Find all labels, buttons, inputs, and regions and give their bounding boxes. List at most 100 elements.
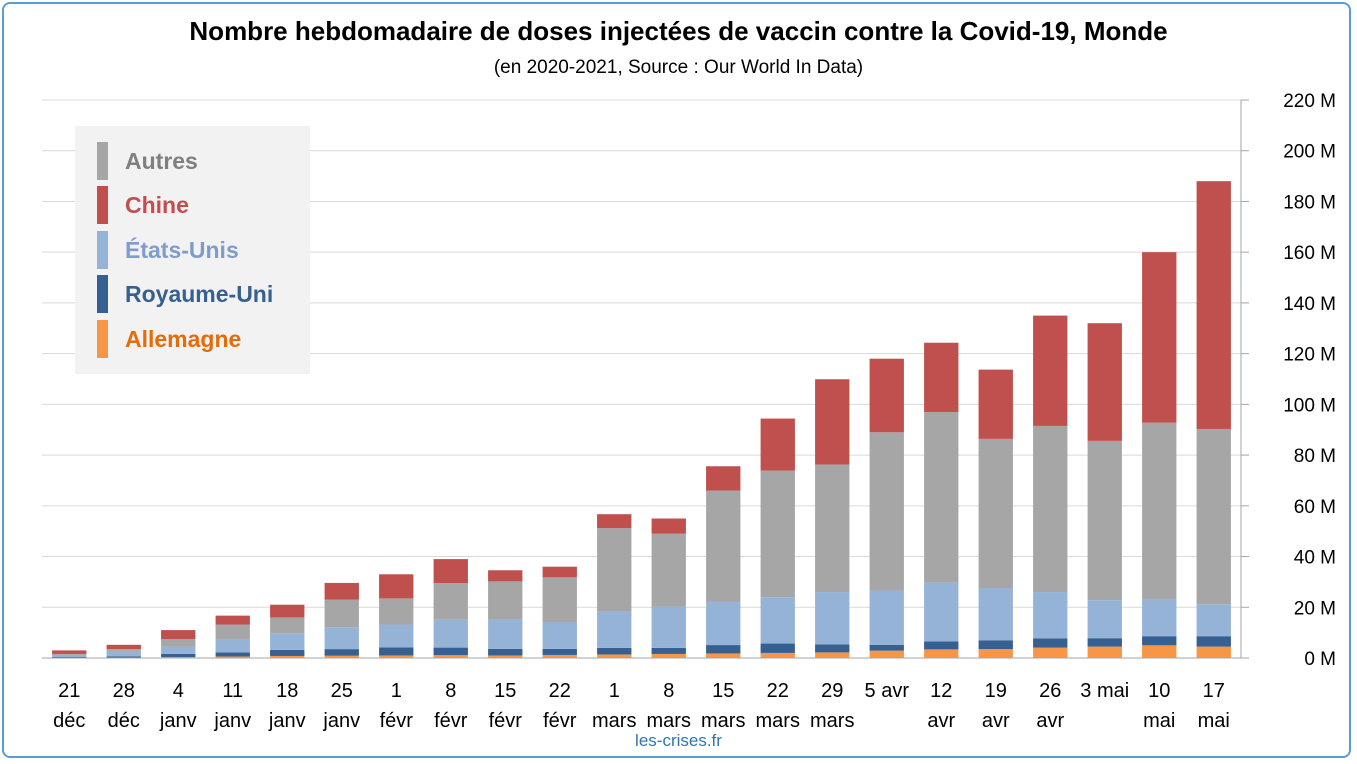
x-tick-label: 28 bbox=[113, 680, 135, 702]
y-tick-label: 80 M bbox=[1294, 446, 1336, 467]
bar-segment-états-unis bbox=[1196, 604, 1231, 637]
bar-segment-royaume-uni bbox=[924, 641, 959, 650]
bar-segment-autres bbox=[1196, 428, 1231, 605]
x-tick-label: 22 bbox=[549, 680, 571, 702]
bar-segment-royaume-uni bbox=[433, 647, 468, 656]
bar-segment-allemagne bbox=[215, 656, 250, 658]
source-credit: les-crises.fr bbox=[635, 731, 722, 750]
x-tick-label: 19 bbox=[985, 680, 1007, 702]
bar-segment-états-unis bbox=[1033, 592, 1068, 639]
bar-segment-états-unis bbox=[52, 654, 87, 657]
bar-segment-royaume-uni bbox=[542, 648, 577, 655]
bar-segment-chine bbox=[324, 582, 359, 600]
bar-segment-chine bbox=[924, 342, 959, 412]
bar-segment-royaume-uni bbox=[706, 645, 741, 654]
bar-segment-autres bbox=[433, 583, 468, 620]
x-tick-label: avr bbox=[927, 710, 955, 732]
bar-segment-royaume-uni bbox=[215, 652, 250, 657]
legend-swatch-allemagne bbox=[97, 320, 108, 358]
bar-segment-autres bbox=[324, 599, 359, 628]
bar-segment-autres bbox=[597, 528, 632, 612]
x-tick-label: mars bbox=[647, 710, 691, 732]
x-tick-label: févr bbox=[434, 710, 468, 732]
bar-segment-allemagne bbox=[270, 655, 305, 658]
bar-segment-autres bbox=[815, 464, 850, 593]
chart-title: Nombre hebdomadaire de doses injectées d… bbox=[189, 16, 1168, 46]
bar-segment-chine bbox=[488, 570, 523, 582]
bar-segment-chine bbox=[215, 615, 250, 625]
bar-segment-autres bbox=[270, 617, 305, 634]
x-tick-label: mars bbox=[592, 710, 636, 732]
bar-segment-états-unis bbox=[215, 639, 250, 653]
bar-segment-chine bbox=[1087, 323, 1122, 441]
x-tick-label: avr bbox=[1036, 710, 1064, 732]
x-tick-label: 26 bbox=[1039, 680, 1061, 702]
bar-segment-états-unis bbox=[597, 611, 632, 648]
bar-segment-chine bbox=[270, 604, 305, 618]
bar-segment-autres bbox=[161, 638, 196, 647]
x-tick-label: 1 bbox=[391, 680, 402, 702]
bar-segment-chine bbox=[815, 379, 850, 465]
x-tick-label: 18 bbox=[276, 680, 298, 702]
legend-swatch-autres bbox=[97, 142, 108, 180]
y-tick-label: 0 M bbox=[1304, 649, 1336, 670]
legend-label-royaume-uni: Royaume-Uni bbox=[125, 281, 274, 307]
bar-segment-allemagne bbox=[978, 649, 1013, 658]
bar-segment-allemagne bbox=[161, 656, 196, 658]
bar-segment-allemagne bbox=[869, 650, 904, 658]
y-tick-label: 100 M bbox=[1283, 395, 1336, 416]
x-tick-label: 8 bbox=[663, 680, 674, 702]
y-tick-label: 140 M bbox=[1283, 294, 1336, 315]
bar-segment-chine bbox=[1196, 181, 1231, 429]
bar-segment-allemagne bbox=[1087, 646, 1122, 658]
bar-segment-allemagne bbox=[433, 655, 468, 658]
y-tick-label: 20 M bbox=[1294, 598, 1336, 619]
bar-segment-allemagne bbox=[379, 655, 414, 658]
bar-segment-états-unis bbox=[760, 597, 795, 644]
bar-segment-états-unis bbox=[651, 606, 686, 648]
x-tick-label: févr bbox=[489, 710, 523, 732]
x-tick-label: mai bbox=[1198, 710, 1230, 732]
x-tick-label: 10 bbox=[1148, 680, 1170, 702]
bar-segment-états-unis bbox=[1142, 599, 1177, 637]
bar-segment-autres bbox=[1033, 425, 1068, 593]
legend-label-allemagne: Allemagne bbox=[125, 326, 242, 352]
bar-segment-états-unis bbox=[924, 582, 959, 642]
bar-segment-royaume-uni bbox=[488, 648, 523, 656]
bar-segment-allemagne bbox=[542, 654, 577, 658]
legend-swatch-etats-unis bbox=[97, 231, 108, 269]
legend-label-chine: Chine bbox=[125, 192, 189, 218]
x-tick-label: 1 bbox=[609, 680, 620, 702]
bar-segment-chine bbox=[52, 650, 87, 654]
bar-segment-états-unis bbox=[270, 633, 305, 650]
bar-segment-autres bbox=[1142, 422, 1177, 600]
bar-segment-allemagne bbox=[488, 655, 523, 658]
bar-segment-états-unis bbox=[706, 601, 741, 646]
legend-label-etats-unis: États-Unis bbox=[125, 237, 239, 263]
x-tick-label: janv bbox=[213, 710, 251, 732]
bar-segment-royaume-uni bbox=[760, 643, 795, 653]
bar-segment-états-unis bbox=[488, 619, 523, 649]
bar-segment-autres bbox=[488, 581, 523, 620]
bar-segment-royaume-uni bbox=[815, 644, 850, 653]
x-tick-label: mars bbox=[756, 710, 800, 732]
x-tick-label: 29 bbox=[821, 680, 843, 702]
bar-segment-allemagne bbox=[760, 652, 795, 658]
x-tick-label: 12 bbox=[930, 680, 952, 702]
bar-segment-chine bbox=[1142, 252, 1177, 423]
y-tick-label: 60 M bbox=[1294, 497, 1336, 518]
bar-segment-allemagne bbox=[924, 649, 959, 658]
bar-segment-chine bbox=[106, 644, 141, 650]
bar-segment-allemagne bbox=[597, 654, 632, 658]
x-tick-label: 4 bbox=[173, 680, 184, 702]
bar-segment-royaume-uni bbox=[161, 653, 196, 657]
x-tick-label: 25 bbox=[331, 680, 353, 702]
bar-segment-allemagne bbox=[815, 652, 850, 658]
x-tick-label: janv bbox=[268, 710, 306, 732]
x-tick-label: avr bbox=[982, 710, 1010, 732]
bar-segment-royaume-uni bbox=[1087, 638, 1122, 647]
bar-segment-autres bbox=[1087, 440, 1122, 601]
bar-segment-états-unis bbox=[978, 587, 1013, 641]
bar-segment-états-unis bbox=[379, 624, 414, 648]
